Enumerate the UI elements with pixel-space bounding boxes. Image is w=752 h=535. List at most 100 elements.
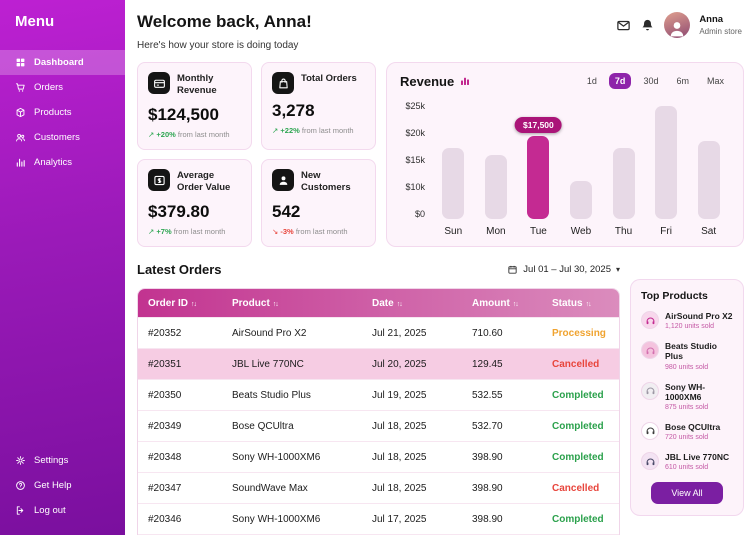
view-all-button[interactable]: View All [651, 482, 723, 505]
sidebar-item-get-help[interactable]: Get Help [0, 473, 125, 498]
top-product-info: JBL Live 770NC 610 units sold [665, 452, 729, 471]
table-row[interactable]: #20351 JBL Live 770NC Jul 20, 2025 129.45 Ca… [138, 349, 619, 380]
sidebar-item-settings[interactable]: Settings [0, 448, 125, 473]
cart-icon [15, 82, 26, 93]
table-row[interactable]: #20352 AirSound Pro X2 Jul 21, 2025 710.60 P… [138, 318, 619, 349]
bar-mon[interactable] [484, 155, 507, 219]
order-amount: 532.55 [472, 389, 503, 401]
bar-tue[interactable] [527, 136, 550, 219]
order-date: Jul 18, 2025 [372, 451, 427, 463]
order-product: JBL Live 770NC [232, 358, 304, 370]
bottom-section: Latest Orders Jul 01 – Jul 30, 2025 ▾ Or… [137, 259, 744, 535]
bar-col-sun [441, 148, 465, 219]
column-header-status[interactable]: Status ↑↓ [552, 297, 592, 309]
column-header-product[interactable]: Product ↑↓ [232, 297, 279, 309]
stat-trend: ↗ +20% from last month [148, 130, 241, 139]
stat-head: Monthly Revenue [148, 72, 241, 98]
page-title: Welcome back, Anna! [137, 12, 312, 31]
avatar[interactable] [664, 12, 691, 38]
status-badge: Completed [552, 389, 604, 401]
mail-icon[interactable] [616, 18, 631, 33]
trend-arrow-icon: ↗ [272, 126, 279, 135]
order-amount: 398.90 [472, 482, 503, 494]
sort-icon: ↑↓ [396, 300, 403, 308]
top-product-airsound-pro-x2[interactable]: AirSound Pro X2 1,120 units sold [641, 311, 733, 330]
latest-orders-block: Latest Orders Jul 01 – Jul 30, 2025 ▾ Or… [137, 259, 620, 535]
box-icon [15, 107, 26, 118]
top-product-info: Beats Studio Plus 980 units sold [665, 341, 733, 370]
user-name: Anna [699, 14, 724, 25]
plot-area: $17,500 Sun Mon Tue Web Thu Fri Sat [432, 101, 730, 237]
trend-text: from last month [295, 226, 348, 236]
sidebar-item-log-out[interactable]: Log out [0, 498, 125, 523]
column-header-amount[interactable]: Amount ↑↓ [472, 297, 519, 309]
table-row[interactable]: #20349 Bose QCUltra Jul 18, 2025 532.70 Comp… [138, 411, 619, 442]
top-product-name: Beats Studio Plus [665, 341, 717, 362]
top-products-title: Top Products [641, 290, 708, 302]
status-badge: Completed [552, 420, 604, 432]
sidebar-item-dashboard[interactable]: Dashboard [0, 50, 125, 75]
order-id: #20348 [148, 451, 182, 463]
top-product-bose-qcultra[interactable]: Bose QCUltra 720 units sold [641, 421, 733, 441]
top-product-jbl-live-770nc[interactable]: JBL Live 770NC 610 units sold [641, 452, 733, 471]
bar-thu[interactable] [612, 148, 635, 219]
sidebar-item-orders[interactable]: Orders [0, 75, 125, 100]
headphones-icon [641, 421, 659, 440]
bar-sun[interactable] [442, 148, 465, 219]
chart-icon [459, 75, 471, 87]
bar-col-tue: $17,500 [515, 117, 562, 219]
stat-card-monthly-revenue: Monthly Revenue $124,500 ↗ +20% from last … [137, 62, 252, 150]
stat-label: Total Orders [301, 73, 357, 84]
trend-arrow-icon: ↗ [148, 129, 155, 139]
stats-grid: Monthly Revenue $124,500 ↗ +20% from last … [137, 62, 376, 247]
top-product-units: 875 units sold [665, 403, 709, 411]
date-range-selector[interactable]: Jul 01 – Jul 30, 2025 ▾ [507, 264, 620, 275]
order-amount: 398.90 [472, 513, 503, 525]
order-product: Sony WH-1000XM6 [232, 513, 321, 525]
bar-col-sat [697, 141, 721, 219]
top-product-sony-wh-1000xm6[interactable]: Sony WH-1000XM6 875 units sold [641, 381, 733, 411]
sidebar-item-label: Get Help [34, 480, 72, 491]
range-max[interactable]: Max [706, 76, 724, 86]
table-row[interactable]: #20348 Sony WH-1000XM6 Jul 18, 2025 398.90 C… [138, 442, 619, 473]
status-badge: Completed [552, 513, 604, 525]
page-header: Welcome back, Anna! Here's how your stor… [137, 12, 744, 51]
y-tick: $15k [405, 155, 425, 165]
bar-fri[interactable] [655, 106, 678, 219]
bar-sat[interactable] [697, 141, 720, 219]
stat-label: Average Order Value [177, 170, 231, 194]
sidebar-item-analytics[interactable]: Analytics [0, 150, 125, 175]
bar-web[interactable] [569, 181, 592, 219]
order-amount: 710.60 [472, 327, 503, 339]
sidebar-spacer [0, 175, 125, 448]
x-tick: Fri [660, 226, 672, 237]
table-row[interactable]: #20350 Beats Studio Plus Jul 19, 2025 532.5… [138, 380, 619, 411]
order-amount: 532.70 [472, 420, 503, 432]
order-product: Beats Studio Plus [232, 389, 311, 401]
status-badge: Cancelled [552, 482, 600, 494]
range-30d[interactable]: 30d [643, 76, 659, 86]
trend-text: from last month [301, 126, 354, 135]
sidebar-item-products[interactable]: Products [0, 100, 125, 125]
sidebar: Menu Dashboard Orders Products Customers Ana… [0, 0, 125, 535]
stat-trend: ↗ +22% from last month [272, 126, 365, 135]
trend-arrow-icon: ↘ [272, 226, 279, 236]
bell-icon[interactable] [640, 18, 655, 33]
top-product-beats-studio-plus[interactable]: Beats Studio Plus 980 units sold [641, 341, 733, 371]
column-header-order-id[interactable]: Order ID ↑↓ [148, 297, 197, 309]
revenue-panel: Revenue 1d 7d 30d 6m Max $25k $20k $15k $10k $0 … [386, 62, 744, 247]
range-6m[interactable]: 6m [676, 76, 689, 86]
range-7d[interactable]: 7d [608, 73, 632, 89]
sidebar-item-customers[interactable]: Customers [0, 125, 125, 150]
table-row[interactable]: #20346 Sony WH-1000XM6 Jul 17, 2025 398.90 C… [138, 504, 619, 535]
people-icon [15, 132, 26, 143]
date-range-value: Jul 01 – Jul 30, 2025 [523, 263, 611, 275]
top-product-name: AirSound Pro X2 [665, 311, 733, 321]
sidebar-item-label: Orders [34, 82, 64, 93]
range-1d[interactable]: 1d [586, 76, 597, 86]
column-header-date[interactable]: Date ↑↓ [372, 297, 403, 309]
top-products-panel: Top Products AirSound Pro X2 1,120 units … [630, 279, 744, 517]
table-row[interactable]: #20347 SoundWave Max Jul 18, 2025 398.90 Can… [138, 473, 619, 504]
order-product: Bose QCUltra [232, 420, 294, 432]
order-id: #20351 [148, 358, 182, 370]
